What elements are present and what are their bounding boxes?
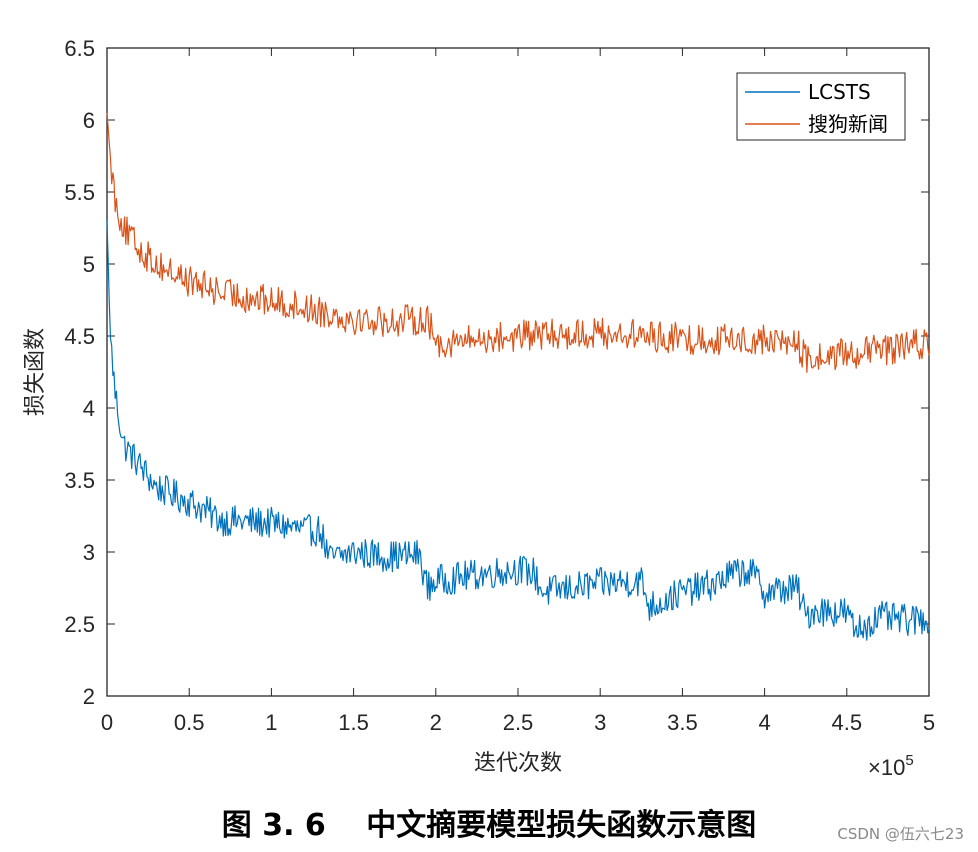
x-tick-label: 2 — [430, 710, 442, 735]
y-axis-ticks: 2 2.5 3 3.5 4 4.5 5 5.5 6 6.5 — [64, 36, 929, 709]
x-axis-exponent: ×105 — [868, 752, 914, 780]
y-tick-label: 6 — [83, 108, 95, 133]
x-axis-exponent-base: ×10 — [868, 755, 905, 780]
x-tick-label: 5 — [923, 710, 935, 735]
x-tick-label: 4 — [758, 710, 770, 735]
x-tick-label: 1 — [265, 710, 277, 735]
y-tick-label: 4.5 — [64, 324, 95, 349]
x-tick-label: 4.5 — [832, 710, 863, 735]
series-line-sogou — [106, 112, 930, 373]
x-tick-label: 1.5 — [338, 710, 369, 735]
series-lines — [106, 112, 930, 641]
y-tick-label: 2.5 — [64, 612, 95, 637]
legend-box — [736, 72, 906, 141]
x-axis-ticks: 0 0.5 1 1.5 2 2.5 3 3.5 4 4.5 5 — [101, 48, 935, 735]
x-tick-label: 0 — [101, 710, 113, 735]
y-tick-label: 4 — [83, 396, 95, 421]
x-tick-label: 3 — [594, 710, 606, 735]
x-tick-label: 0.5 — [174, 710, 205, 735]
y-tick-label: 3 — [83, 540, 95, 565]
loss-chart: 2 2.5 3 3.5 4 4.5 5 5.5 6 6.5 0 0.5 1 1.5 2 2.5 3 3.5 4 4.… — [23, 36, 935, 780]
figure-caption: 图 3. 6 中文摘要模型损失函数示意图 — [221, 808, 757, 843]
y-tick-label: 2 — [83, 684, 95, 709]
plot-area — [106, 47, 930, 697]
x-tick-label: 2.5 — [503, 710, 534, 735]
x-axis-exponent-power: 5 — [905, 752, 913, 769]
watermark: CSDN @伍六七23 — [837, 825, 964, 843]
x-tick-label: 3.5 — [667, 710, 698, 735]
y-axis-label: 损失函数 — [23, 328, 48, 416]
y-tick-label: 3.5 — [64, 468, 95, 493]
y-tick-label: 5 — [83, 252, 95, 277]
legend: LCSTS 搜狗新闻 — [736, 72, 906, 141]
x-axis-label: 迭代次数 — [474, 751, 562, 776]
series-line-lcsts — [106, 220, 930, 641]
legend-label-lcsts: LCSTS — [808, 80, 871, 104]
legend-label-sogou: 搜狗新闻 — [808, 112, 888, 136]
y-tick-label: 6.5 — [64, 36, 95, 61]
y-tick-label: 5.5 — [64, 180, 95, 205]
